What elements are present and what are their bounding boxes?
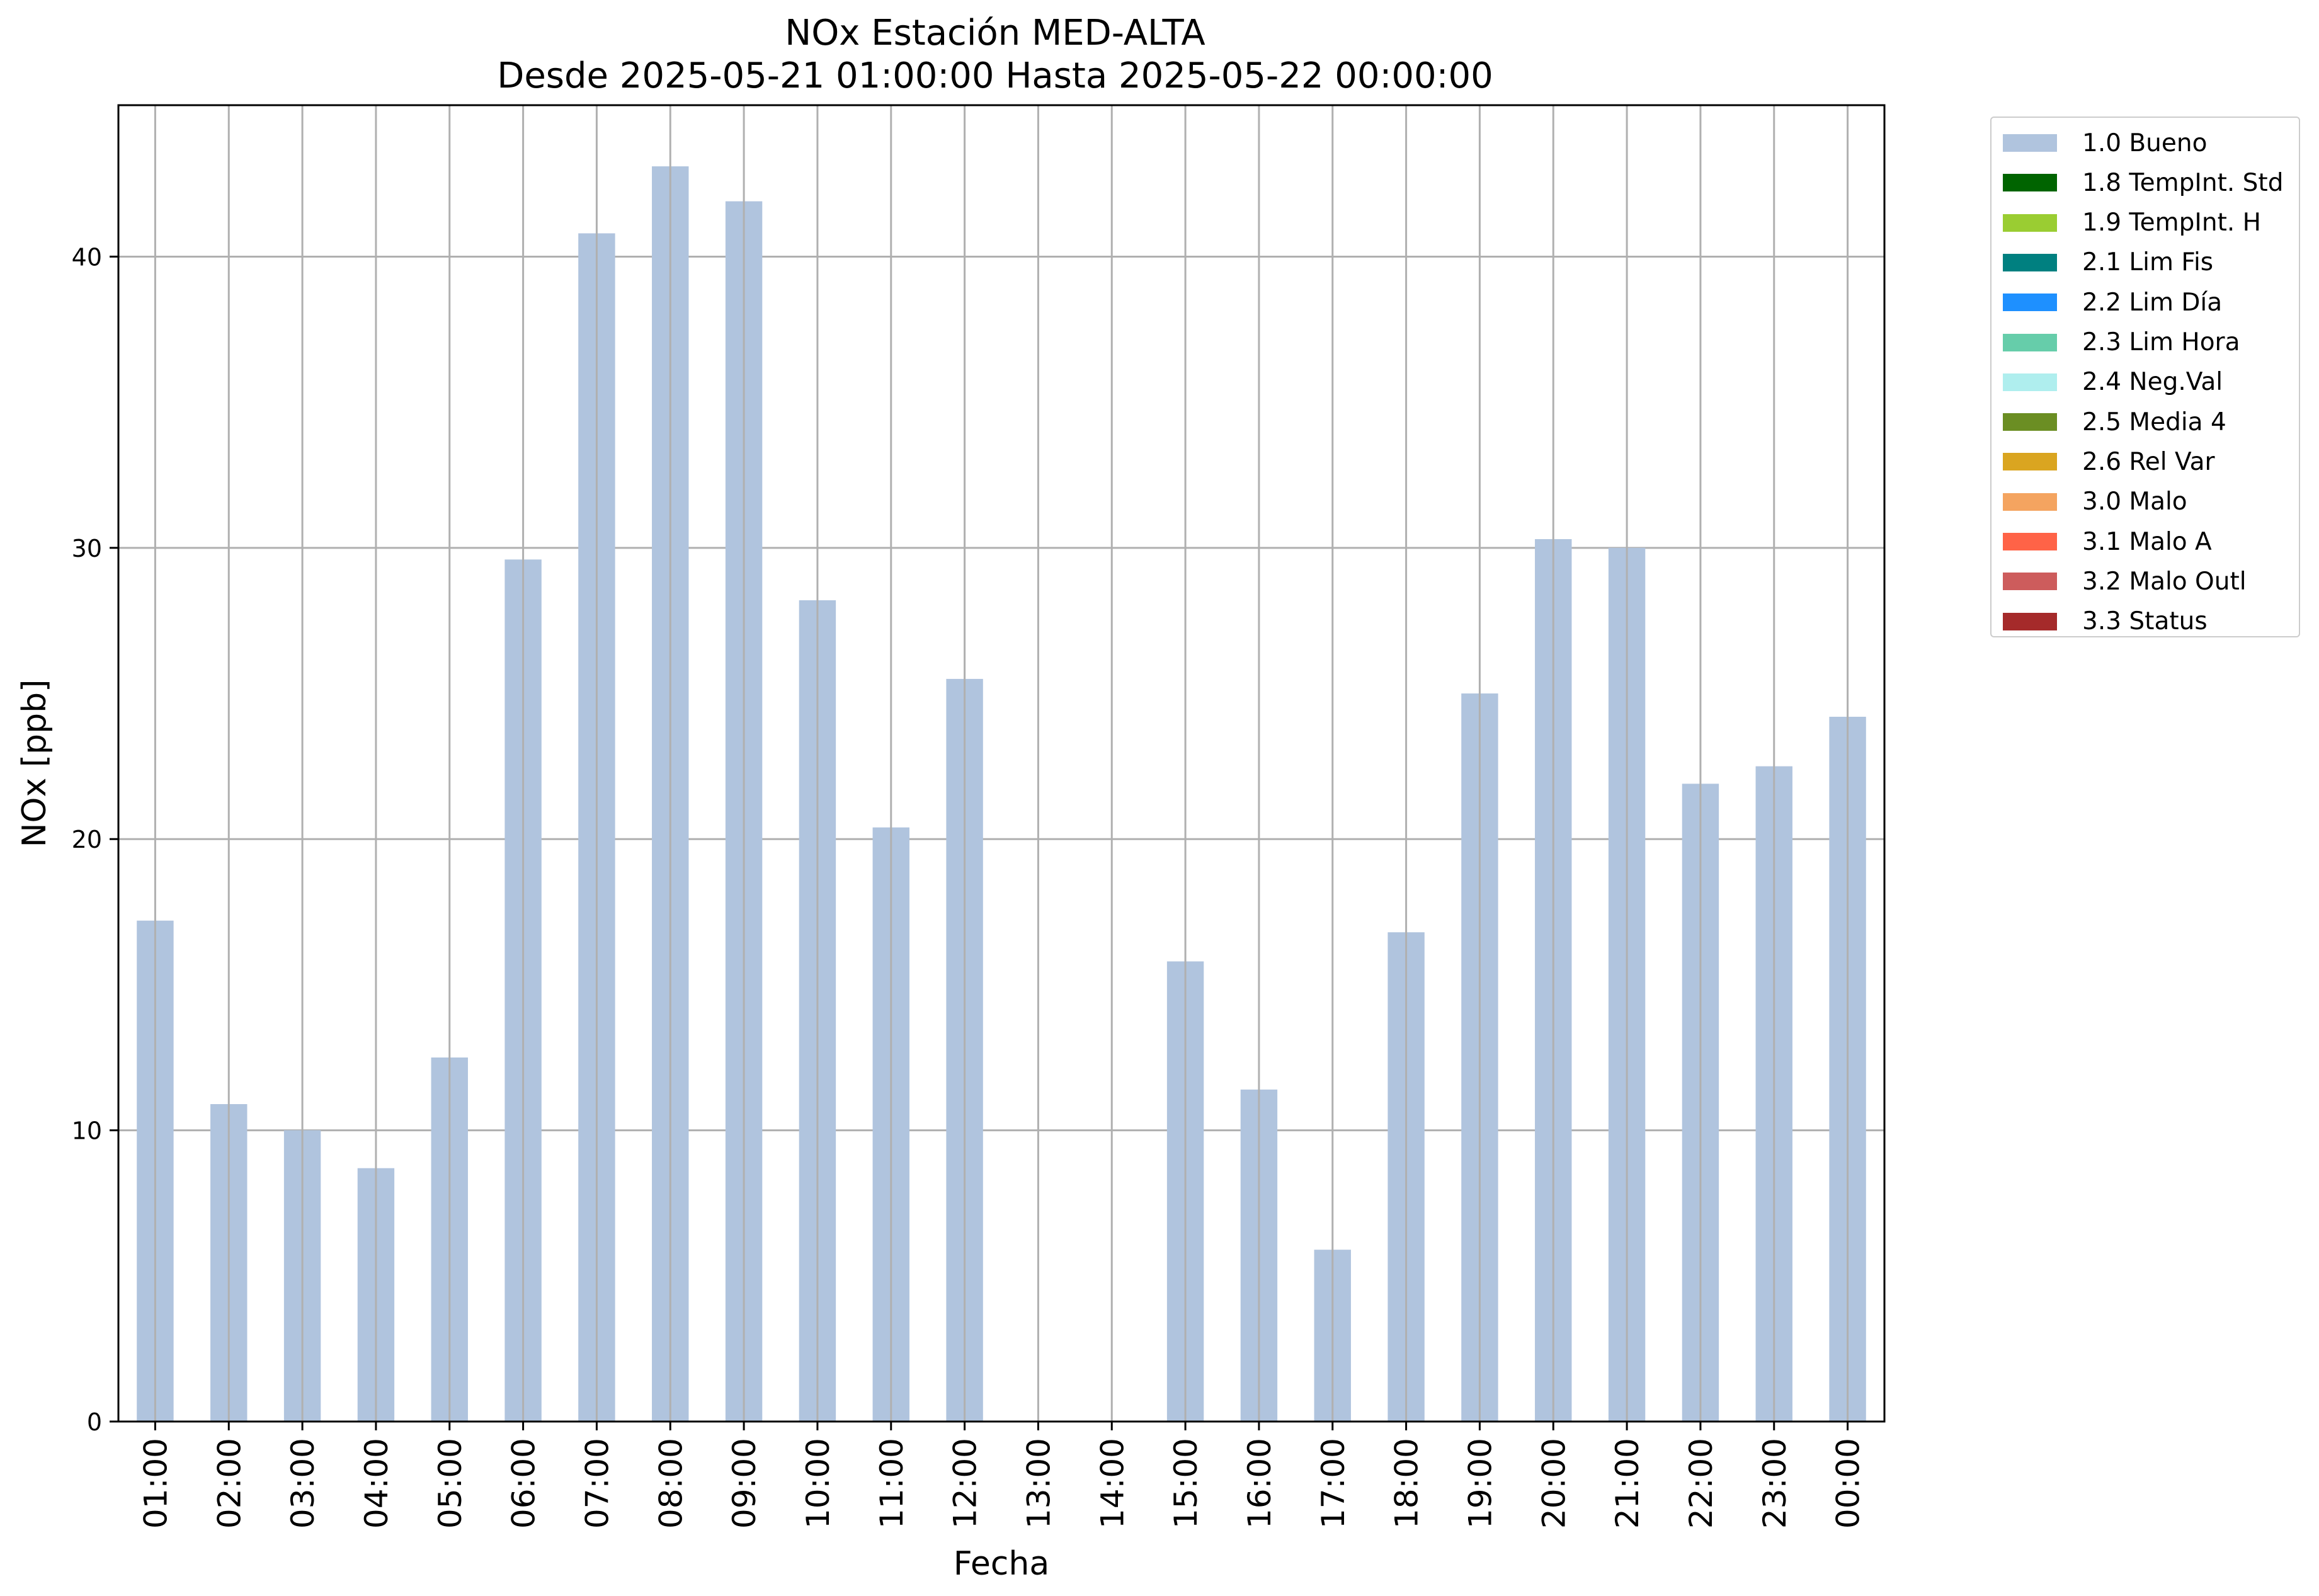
legend-swatch xyxy=(2003,612,2057,630)
x-tick-label: 12:00 xyxy=(947,1438,984,1529)
bars xyxy=(137,166,1866,1422)
legend-label: 3.2 Malo Outl xyxy=(2082,567,2247,596)
legend-item: 3.3 Status xyxy=(2003,607,2208,636)
x-tick-label: 08:00 xyxy=(652,1438,689,1529)
x-tick-label: 15:00 xyxy=(1168,1438,1204,1529)
x-tick-label: 20:00 xyxy=(1536,1438,1572,1529)
legend-swatch xyxy=(2003,533,2057,550)
legend-item: 3.0 Malo xyxy=(2003,487,2187,516)
x-tick-label: 16:00 xyxy=(1241,1438,1278,1529)
vertical-grid-lines xyxy=(154,105,1849,1422)
legend-item: 2.1 Lim Fis xyxy=(2003,248,2213,277)
legend-item: 2.3 Lim Hora xyxy=(2003,328,2240,357)
x-tick-label: 04:00 xyxy=(358,1438,395,1529)
legend-swatch xyxy=(2003,453,2057,471)
x-tick-label: 13:00 xyxy=(1020,1438,1057,1529)
legend-swatch xyxy=(2003,573,2057,591)
x-tick-label: 18:00 xyxy=(1389,1438,1425,1529)
x-tick-label: 22:00 xyxy=(1683,1438,1719,1529)
legend-label: 2.5 Media 4 xyxy=(2082,408,2226,436)
chart-subtitle: Desde 2025-05-21 01:00:00 Hasta 2025-05-… xyxy=(497,55,1493,96)
legend-item: 1.8 TempInt. Std xyxy=(2003,168,2283,197)
x-tick-label: 10:00 xyxy=(800,1438,836,1529)
legend: 1.0 Bueno 1.8 TempInt. Std 1.9 TempInt. H 2… xyxy=(1990,117,2300,637)
legend-label: 1.9 TempInt. H xyxy=(2082,208,2261,237)
legend-swatch xyxy=(2003,333,2057,351)
x-tick-label: 23:00 xyxy=(1757,1438,1793,1529)
legend-item: 2.5 Media 4 xyxy=(2003,408,2226,436)
legend-swatch xyxy=(2003,413,2057,431)
y-tick-label: 20 xyxy=(72,826,102,853)
legend-swatch xyxy=(2003,174,2057,192)
plot-frame xyxy=(117,104,1886,1423)
legend-label: 2.3 Lim Hora xyxy=(2082,328,2240,356)
bar-chart: 0 10 20 30 40 01:00 02:00 03:00 04:00 05:00 06:00… xyxy=(16,104,1886,1583)
x-tick-label: 21:00 xyxy=(1609,1438,1646,1529)
x-tick-label: 11:00 xyxy=(874,1438,910,1529)
legend-label: 2.1 Lim Fis xyxy=(2082,248,2214,277)
y-tick-label: 10 xyxy=(72,1117,102,1145)
x-tick-label: 05:00 xyxy=(432,1438,469,1529)
y-tick-label: 0 xyxy=(87,1408,102,1436)
y-tick-label: 30 xyxy=(72,535,102,562)
x-tick-label: 02:00 xyxy=(211,1438,248,1529)
x-tick-label: 00:00 xyxy=(1830,1438,1867,1529)
x-tick-label: 07:00 xyxy=(579,1438,615,1529)
legend-item: 1.9 TempInt. H xyxy=(2003,208,2261,237)
legend-label: 3.1 Malo A xyxy=(2082,527,2212,556)
legend-swatch xyxy=(2003,214,2057,232)
legend-label: 2.4 Neg.Val xyxy=(2082,368,2223,397)
x-tick-label: 14:00 xyxy=(1094,1438,1131,1529)
x-axis-ticks: 01:00 02:00 03:00 04:00 05:00 06:00 07:00 08:00… xyxy=(137,1422,1867,1529)
legend-label: 2.2 Lim Día xyxy=(2082,288,2223,317)
y-axis-label: NOx [ppb] xyxy=(16,680,54,848)
legend-item: 1.0 Bueno xyxy=(2003,128,2207,157)
legend-swatch xyxy=(2003,294,2057,312)
x-tick-label: 17:00 xyxy=(1315,1438,1352,1529)
legend-label: 3.3 Status xyxy=(2082,607,2208,636)
x-tick-label: 03:00 xyxy=(285,1438,321,1529)
x-tick-label: 01:00 xyxy=(137,1438,174,1529)
legend-item: 2.2 Lim Día xyxy=(2003,288,2222,317)
legend-label: 1.8 TempInt. Std xyxy=(2082,168,2284,197)
legend-label: 1.0 Bueno xyxy=(2082,128,2208,157)
x-tick-label: 06:00 xyxy=(506,1438,542,1529)
legend-label: 2.6 Rel Var xyxy=(2082,447,2215,476)
legend-item: 2.4 Neg.Val xyxy=(2003,368,2223,397)
legend-item: 3.2 Malo Outl xyxy=(2003,567,2247,596)
legend-swatch xyxy=(2003,134,2057,152)
x-tick-label: 19:00 xyxy=(1462,1438,1498,1529)
y-tick-label: 40 xyxy=(72,243,102,271)
chart-title: NOx Estación MED-ALTA xyxy=(785,13,1205,54)
legend-swatch xyxy=(2003,373,2057,391)
legend-swatch xyxy=(2003,493,2057,511)
x-tick-label: 09:00 xyxy=(726,1438,763,1529)
x-axis-label: Fecha xyxy=(954,1545,1049,1583)
legend-label: 3.0 Malo xyxy=(2082,487,2187,516)
y-axis-ticks: 0 10 20 30 40 xyxy=(72,243,118,1436)
legend-swatch xyxy=(2003,253,2057,271)
legend-item: 2.6 Rel Var xyxy=(2003,447,2215,476)
legend-item: 3.1 Malo A xyxy=(2003,527,2212,556)
